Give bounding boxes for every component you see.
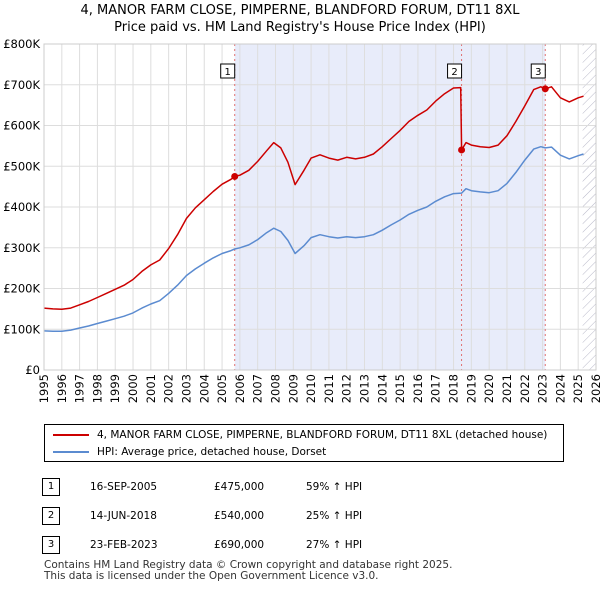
x-tick-label: 2024 bbox=[553, 374, 567, 403]
x-tick-label: 2015 bbox=[393, 374, 407, 403]
y-tick-label: £800K bbox=[3, 37, 40, 51]
legend-swatch-hpi bbox=[53, 451, 89, 453]
sale-point bbox=[541, 85, 549, 93]
sale-point bbox=[458, 146, 466, 154]
x-tick-label: 2026 bbox=[589, 374, 600, 403]
x-tick-label: 2002 bbox=[162, 374, 176, 403]
x-tick-label: 2023 bbox=[536, 374, 550, 403]
sale-date: 23-FEB-2023 bbox=[90, 538, 158, 551]
y-tick-label: £700K bbox=[3, 78, 40, 92]
legend-swatch-property bbox=[53, 434, 89, 436]
x-tick-label: 2006 bbox=[233, 374, 247, 403]
x-tick-label: 2009 bbox=[286, 374, 300, 403]
sale-hpi-delta: 59% ↑ HPI bbox=[306, 480, 363, 493]
x-tick-label: 1998 bbox=[90, 374, 104, 403]
price-chart: 1 2 3 £0 £100K £200K £300K £400K £500K £600K £700K… bbox=[3, 37, 600, 403]
hpi-line bbox=[43, 145, 584, 333]
sale-marker-badge: 3 bbox=[42, 535, 60, 554]
y-tick-label: £0 bbox=[25, 363, 40, 377]
x-tick-label: 1999 bbox=[108, 374, 122, 403]
x-tick-label: 2022 bbox=[518, 374, 532, 403]
y-tick-label: £500K bbox=[3, 159, 40, 173]
x-tick-label: 2010 bbox=[304, 374, 318, 403]
transactions-table: 1 16-SEP-2005 £475,000 59% ↑ HPI 2 14-JU… bbox=[42, 472, 362, 559]
sale-marker-badge: 1 bbox=[42, 477, 60, 496]
chart-title: 4, MANOR FARM CLOSE, PIMPERNE, BLANDFORD… bbox=[80, 3, 520, 18]
legend-item-hpi: HPI: Average price, detached house, Dors… bbox=[53, 444, 326, 460]
y-tick-label: £400K bbox=[3, 200, 40, 214]
property-price-line bbox=[43, 86, 584, 311]
x-tick-label: 1997 bbox=[73, 374, 87, 403]
sale-point bbox=[231, 172, 239, 180]
sale-price: £540,000 bbox=[214, 509, 265, 522]
table-row: 2 14-JUN-2018 £540,000 25% ↑ HPI bbox=[42, 501, 362, 530]
sale-hpi-delta: 25% ↑ HPI bbox=[306, 509, 363, 522]
table-row: 3 23-FEB-2023 £690,000 27% ↑ HPI bbox=[42, 530, 362, 559]
x-tick-label: 1996 bbox=[55, 374, 69, 403]
sale-hpi-delta: 27% ↑ HPI bbox=[306, 538, 363, 551]
sale-date: 16-SEP-2005 bbox=[90, 480, 158, 493]
sale-label: 3 bbox=[535, 67, 541, 78]
sale-label: 2 bbox=[451, 67, 457, 78]
x-tick-label: 2001 bbox=[144, 374, 158, 403]
x-tick-label: 2014 bbox=[375, 374, 389, 403]
sale-date: 14-JUN-2018 bbox=[90, 509, 157, 522]
y-tick-label: £600K bbox=[3, 119, 40, 133]
footer-license: This data is licensed under the Open Gov… bbox=[44, 570, 379, 582]
sale-label-box bbox=[447, 63, 463, 79]
sale-price: £690,000 bbox=[214, 538, 265, 551]
chart-legend: 4, MANOR FARM CLOSE, PIMPERNE, BLANDFORD… bbox=[44, 424, 564, 462]
legend-label-property: 4, MANOR FARM CLOSE, PIMPERNE, BLANDFORD… bbox=[97, 429, 548, 441]
x-tick-label: 2020 bbox=[482, 374, 496, 403]
footer: Contains HM Land Registry data © Crown c… bbox=[44, 560, 452, 582]
plot-frame bbox=[43, 43, 597, 371]
table-row: 1 16-SEP-2005 £475,000 59% ↑ HPI bbox=[42, 472, 362, 501]
x-tick-label: 2000 bbox=[126, 374, 140, 403]
x-tick-label: 2016 bbox=[411, 374, 425, 403]
x-tick-label: 2005 bbox=[215, 374, 229, 403]
x-tick-label: 2019 bbox=[464, 374, 478, 403]
sale-label-box bbox=[220, 63, 236, 79]
x-tick-label: 2017 bbox=[429, 374, 443, 403]
sale-label: 1 bbox=[225, 67, 231, 78]
legend-item-property: 4, MANOR FARM CLOSE, PIMPERNE, BLANDFORD… bbox=[53, 427, 547, 443]
y-tick-label: £300K bbox=[3, 241, 40, 255]
x-tick-label: 2007 bbox=[251, 374, 265, 403]
x-tick-label: 2003 bbox=[179, 374, 193, 403]
footer-copyright: Contains HM Land Registry data © Crown c… bbox=[44, 559, 453, 571]
x-tick-label: 2018 bbox=[447, 374, 461, 403]
x-tick-label: 2012 bbox=[340, 374, 354, 403]
sale-price: £475,000 bbox=[214, 480, 265, 493]
x-tick-label: 2025 bbox=[571, 374, 585, 403]
x-tick-label: 2013 bbox=[358, 374, 372, 403]
y-tick-label: £100K bbox=[3, 322, 40, 336]
x-tick-label: 2011 bbox=[322, 374, 336, 403]
x-tick-label: 2004 bbox=[197, 374, 211, 403]
x-tick-label: 1995 bbox=[37, 374, 51, 403]
x-tick-label: 2008 bbox=[268, 374, 282, 403]
x-tick-label: 2021 bbox=[500, 374, 514, 403]
y-tick-label: £200K bbox=[3, 282, 40, 296]
sale-marker-badge: 2 bbox=[42, 506, 60, 525]
chart-subtitle: Price paid vs. HM Land Registry's House … bbox=[114, 20, 486, 35]
legend-label-hpi: HPI: Average price, detached house, Dors… bbox=[97, 446, 327, 458]
sale-label-box bbox=[530, 63, 546, 79]
